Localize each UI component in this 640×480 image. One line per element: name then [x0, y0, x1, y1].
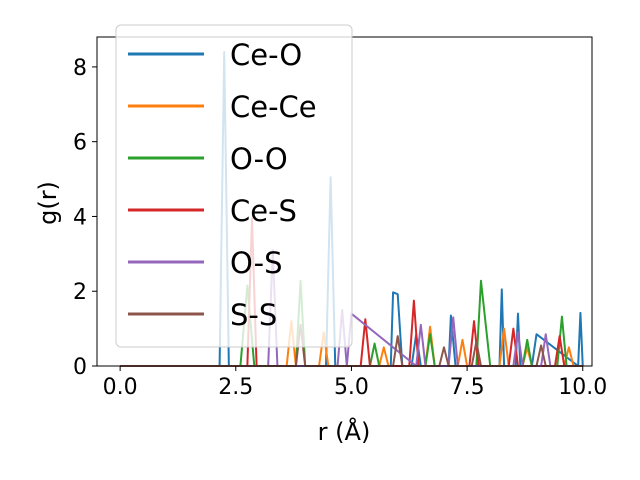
- legend-label-ce-ce: Ce-Ce: [230, 90, 317, 124]
- x-tick-label: 2.5: [218, 375, 253, 400]
- legend-label-s-s: S-S: [230, 298, 277, 332]
- x-axis-label: r (Å): [318, 417, 371, 446]
- y-axis: 0 2 4 6 8: [73, 56, 97, 380]
- x-tick-label: 10.0: [558, 375, 607, 400]
- legend-label-ce-s: Ce-S: [230, 194, 297, 228]
- x-tick-label: 5.0: [334, 375, 369, 400]
- y-tick-label: 0: [73, 355, 87, 380]
- legend: Ce-O Ce-Ce O-O Ce-S O-S S-S: [115, 24, 353, 348]
- y-axis-label: g(r): [34, 181, 62, 225]
- y-tick-label: 4: [73, 205, 87, 230]
- y-tick-label: 2: [73, 280, 87, 305]
- legend-label-o-o: O-O: [230, 142, 288, 176]
- y-tick-label: 6: [73, 131, 87, 156]
- x-axis: 0.0 2.5 5.0 7.5 10.0: [103, 366, 607, 400]
- legend-label-o-s: O-S: [230, 246, 283, 280]
- y-tick-label: 8: [73, 56, 87, 81]
- series-line-s-s: [120, 323, 583, 367]
- x-tick-label: 7.5: [450, 375, 485, 400]
- legend-label-ce-o: Ce-O: [230, 38, 302, 72]
- x-tick-label: 0.0: [103, 375, 138, 400]
